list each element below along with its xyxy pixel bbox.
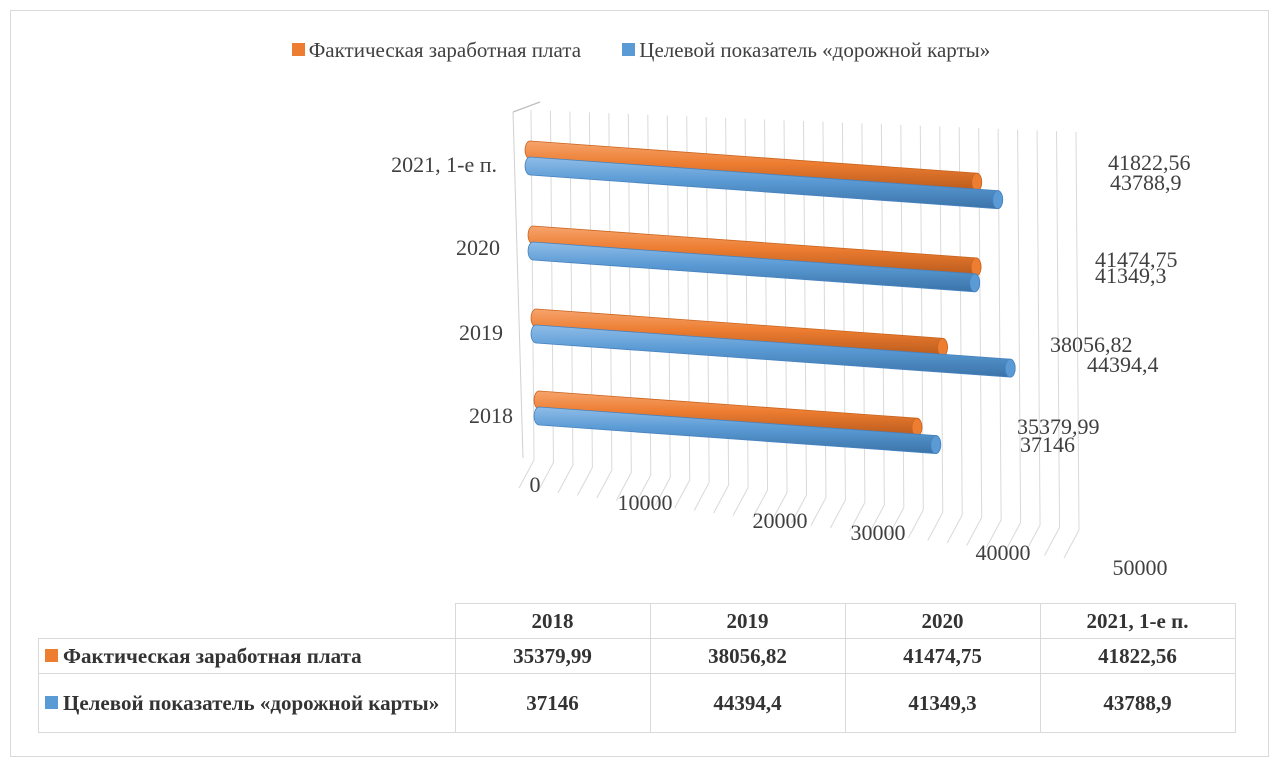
x-tick-label: 40000	[976, 540, 1031, 565]
x-tick-label: 0	[530, 472, 541, 497]
data-label: 35379,99	[1017, 414, 1100, 439]
x-tick-label: 50000	[1113, 555, 1168, 580]
gridline	[1056, 131, 1061, 528]
table-cell: 41349,3	[844, 673, 1041, 733]
x-tick-label: 30000	[851, 520, 906, 545]
table-row-label: Целевой показатель «дорожной карты»	[38, 673, 456, 733]
floor-gridline	[538, 462, 554, 491]
table-cell: 35379,99	[454, 638, 651, 674]
x-tick-label: 20000	[753, 508, 808, 533]
table-row-label-text: Фактическая заработная плата	[63, 644, 362, 668]
category-label: 2021, 1-е п.	[391, 152, 497, 177]
table-cell: 43788,9	[1039, 673, 1236, 733]
floor-gridline	[752, 489, 769, 519]
gridline	[997, 128, 1002, 521]
floor-gridline	[1005, 522, 1022, 551]
floor-gridline	[1063, 529, 1080, 559]
table-row-label-text: Целевой показатель «дорожной карты»	[63, 691, 440, 715]
floor-gridline	[907, 509, 924, 539]
category-label: 2020	[456, 235, 500, 260]
floor-gridline	[674, 479, 691, 509]
floor-gridline	[868, 504, 885, 534]
table-cell: 44394,4	[649, 673, 846, 733]
bar-end-cap	[969, 273, 981, 293]
floor-gridline	[810, 497, 827, 526]
floor-gridline	[849, 502, 866, 531]
table-row: Фактическая заработная плата 35379,99 38…	[38, 638, 1236, 674]
category-label: 2019	[459, 320, 503, 345]
floor-gridline	[829, 499, 846, 529]
data-label: 43788,9	[1110, 170, 1182, 195]
bar-end-cap	[971, 172, 983, 192]
table-header-cell: 2020	[844, 603, 1041, 639]
table-header-cell: 2019	[649, 603, 846, 639]
floor-gridline	[693, 482, 710, 511]
table-row-label: Фактическая заработная плата	[38, 638, 456, 674]
bar-end-cap	[937, 337, 948, 357]
wall-edge	[512, 111, 524, 459]
legend-item-actual: Фактическая заработная плата	[291, 38, 582, 63]
table-corner	[38, 603, 456, 639]
gridline	[1036, 130, 1041, 526]
legend-label-target: Целевой показатель «дорожной карты»	[639, 38, 991, 62]
floor-gridline	[576, 467, 593, 496]
floor-gridline	[985, 519, 1002, 549]
legend-swatch-target	[622, 43, 636, 56]
table-cell: 38056,82	[649, 638, 846, 674]
bar-end-cap	[1004, 358, 1016, 378]
table-cell: 41474,75	[844, 638, 1041, 674]
floor-gridline	[771, 492, 788, 521]
data-label: 41822,56	[1108, 150, 1191, 175]
gridline	[1017, 129, 1022, 523]
gridline	[1075, 131, 1080, 531]
chart-legend: Фактическая заработная плата Целевой пок…	[0, 38, 1282, 63]
data-label: 41474,75	[1095, 247, 1178, 272]
floor-gridline	[557, 464, 574, 494]
table-header-cell: 2018	[454, 603, 651, 639]
data-label: 41349,3	[1095, 263, 1167, 288]
floor-gridline	[927, 512, 944, 541]
bar-end-cap	[911, 417, 923, 437]
floor-gridline	[518, 459, 535, 489]
bar-end-cap	[970, 257, 982, 277]
floor-gridline	[635, 474, 652, 504]
legend-swatch-actual	[291, 43, 305, 56]
floor-gridline	[966, 517, 983, 546]
table-header-row: 2018 2019 2020 2021, 1-е п.	[38, 603, 1236, 639]
table-cell: 41822,56	[1039, 638, 1236, 674]
table-swatch-actual	[45, 649, 58, 662]
floor-gridline	[596, 469, 613, 499]
floor-gridline	[615, 472, 632, 501]
legend-label-actual: Фактическая заработная плата	[308, 38, 582, 62]
data-label: 38056,82	[1050, 332, 1133, 357]
floor-gridline	[1024, 524, 1041, 554]
data-table: 2018 2019 2020 2021, 1-е п. Фактическая …	[38, 603, 1236, 733]
floor-gridline	[713, 484, 730, 514]
wall-edge	[512, 101, 541, 113]
floor-gridline	[732, 487, 749, 516]
bar-end-cap	[992, 190, 1004, 210]
x-tick-label: 10000	[618, 490, 673, 515]
table-header-cell: 2021, 1-е п.	[1039, 603, 1236, 639]
floor-gridline	[1044, 527, 1060, 556]
bars	[524, 140, 1016, 454]
category-label: 2018	[469, 403, 513, 428]
data-label: 37146	[1020, 432, 1075, 457]
table-swatch-target	[45, 696, 58, 709]
legend-item-target: Целевой показатель «дорожной карты»	[622, 38, 990, 63]
labels: 2018 2019 2020 2021, 1-е п. 0 10000 20000 30000…	[391, 150, 1190, 580]
data-label: 44394,4	[1087, 352, 1159, 377]
bar-end-cap	[930, 435, 942, 454]
floor-gridline	[888, 507, 905, 536]
floor-gridline	[946, 514, 963, 544]
floor-gridline	[791, 494, 807, 524]
table-row: Целевой показатель «дорожной карты» 3714…	[38, 673, 1236, 733]
table-cell: 37146	[454, 673, 651, 733]
floor-gridline	[654, 477, 671, 506]
